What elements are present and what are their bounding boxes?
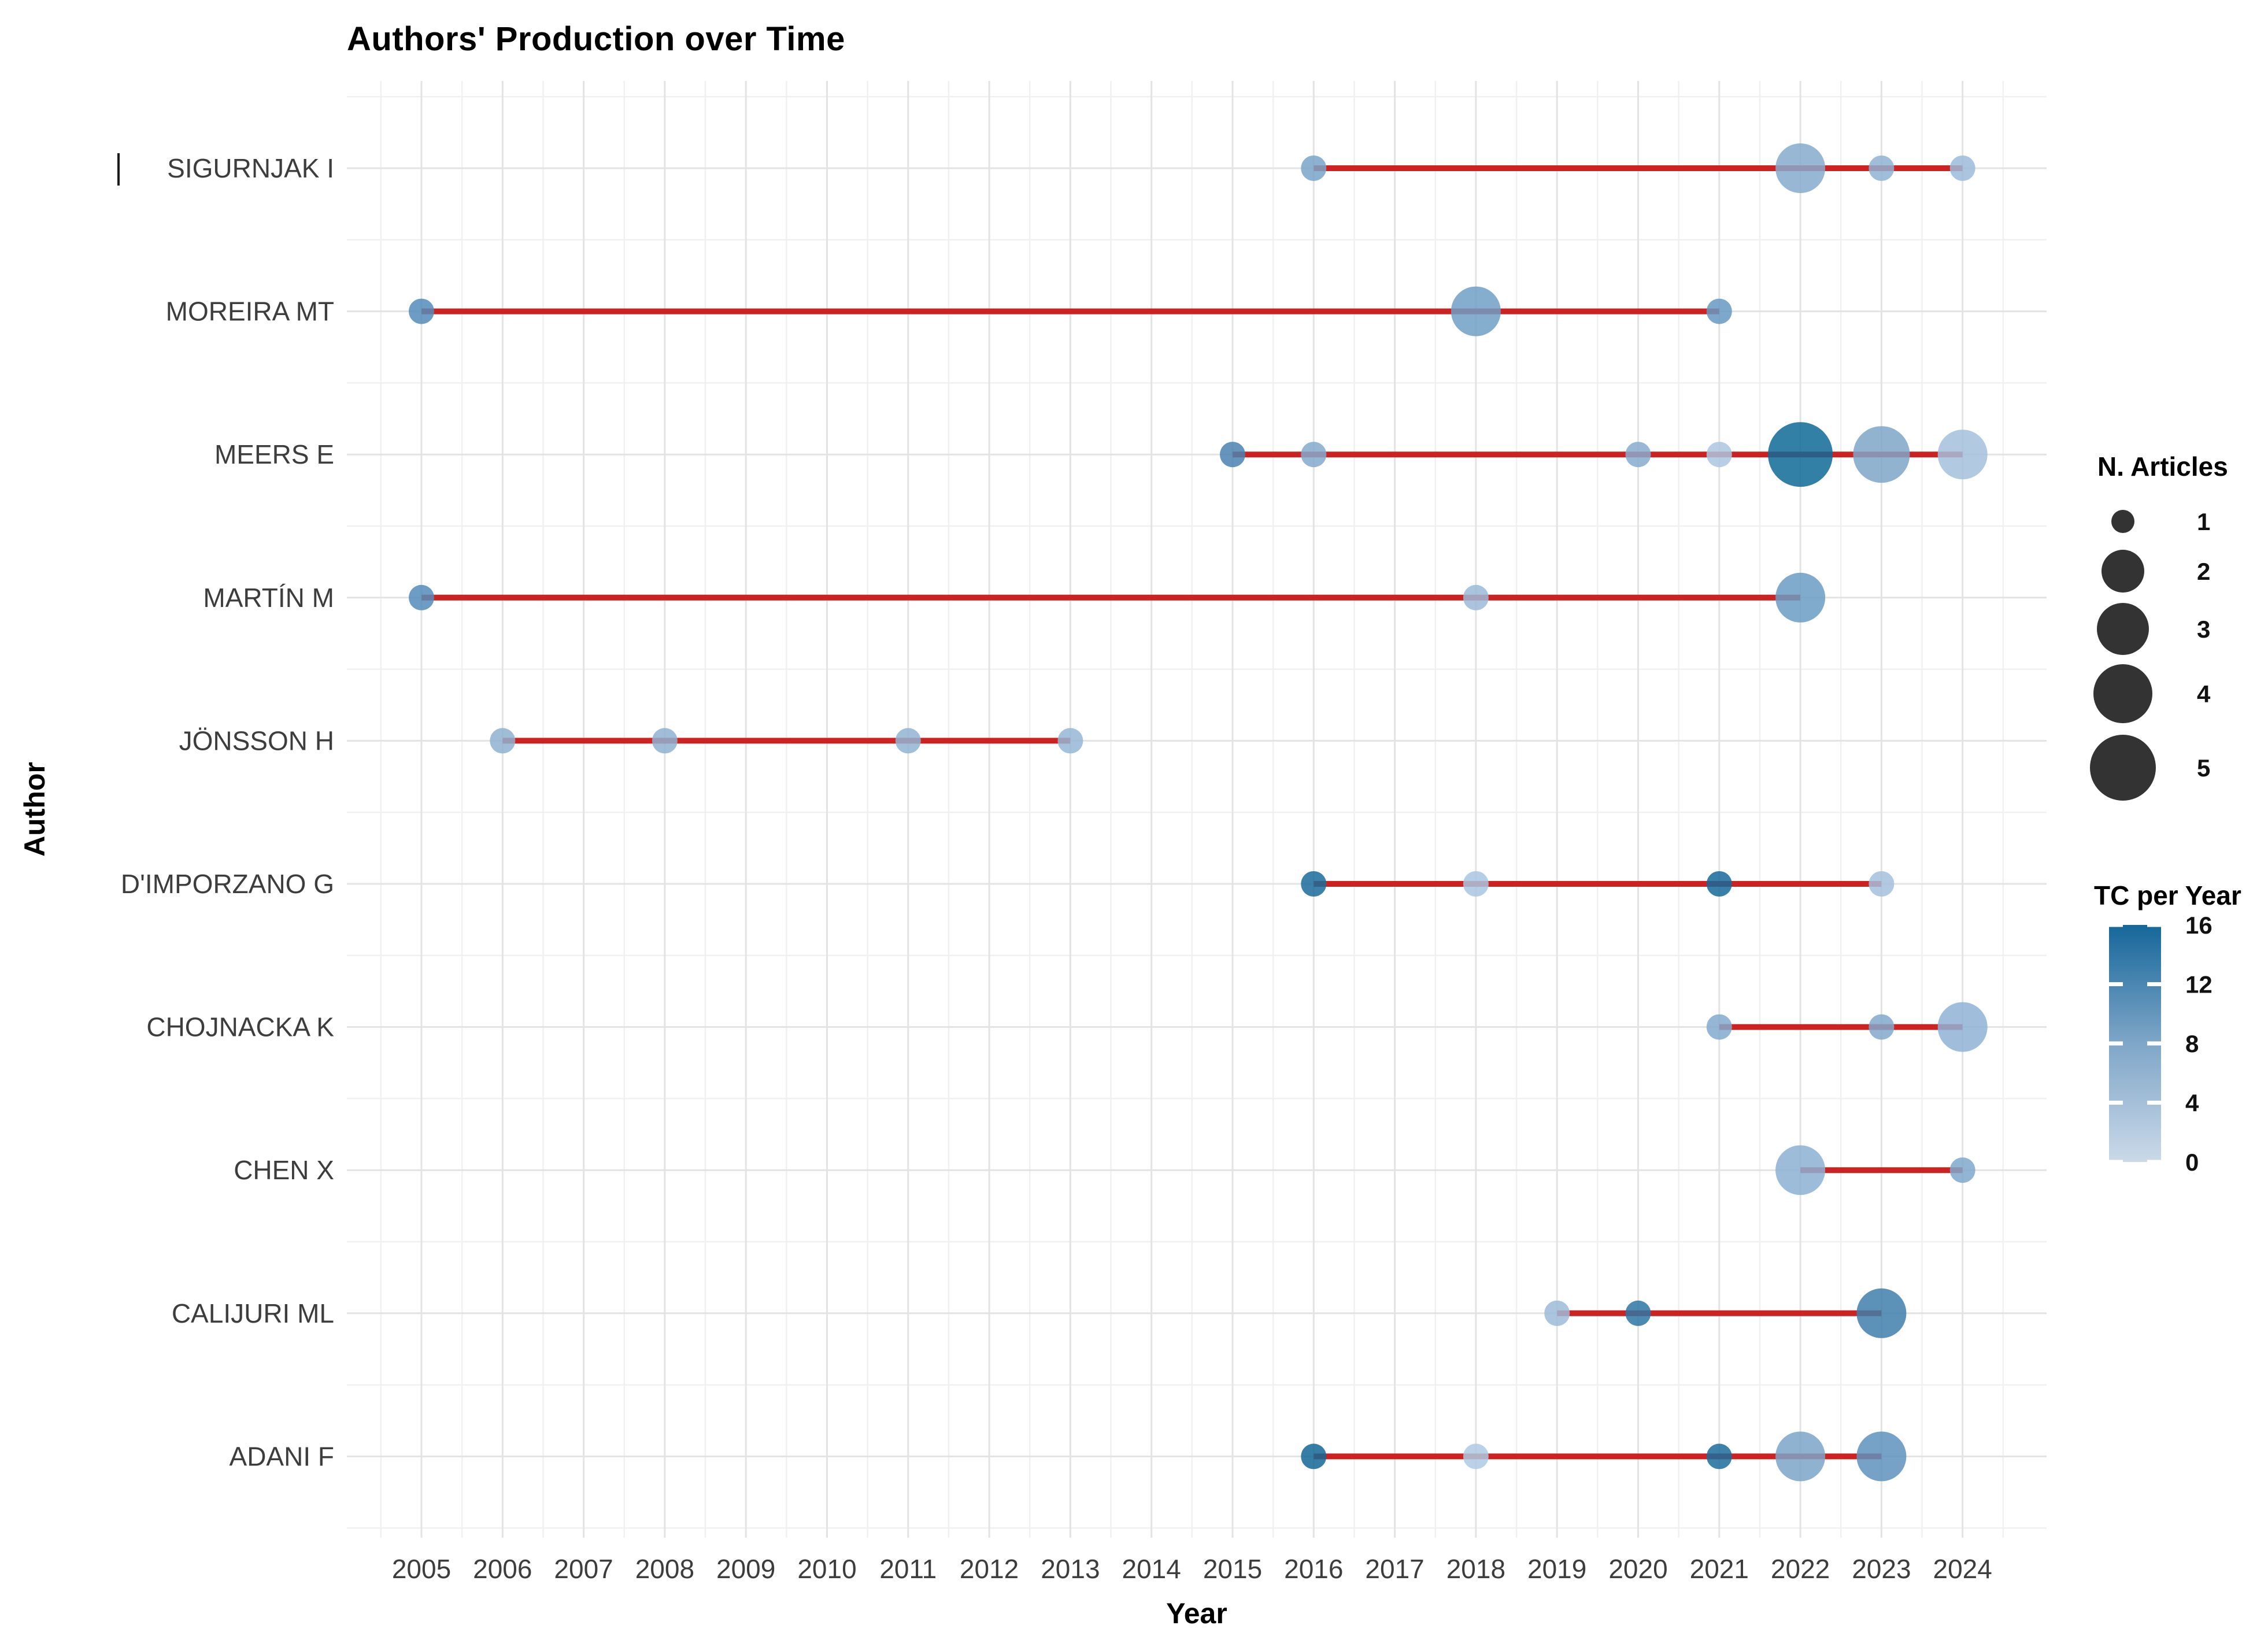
- article-bubble: [1775, 1145, 1826, 1195]
- production-timelines: [421, 165, 1963, 1460]
- legend-size: 1 2 3 4 5: [2090, 508, 2211, 801]
- tc-colorbar-value: 4: [2185, 1090, 2199, 1117]
- year-tick-label: 2023: [1852, 1554, 1911, 1584]
- legend-color-title: TC per Year: [2094, 880, 2241, 910]
- author-tick-labels: SIGURNJAK I MOREIRA MT MEERS E MARTÍN M JÖNS…: [121, 153, 334, 1471]
- article-bubble: [1856, 1431, 1907, 1482]
- article-bubble: [1625, 442, 1651, 468]
- article-bubble: [409, 298, 434, 324]
- year-tick-label: 2010: [797, 1554, 856, 1584]
- article-bubbles: [409, 143, 1988, 1482]
- year-tick-label: 2022: [1771, 1554, 1830, 1584]
- tc-colorbar-value: 8: [2185, 1030, 2199, 1057]
- year-tick-label: 2008: [635, 1554, 694, 1584]
- article-bubble: [1301, 871, 1327, 897]
- legend-size-swatch: [2097, 603, 2149, 655]
- article-bubble: [1869, 871, 1895, 897]
- year-tick-label: 2020: [1608, 1554, 1667, 1584]
- legend-size-value: 3: [2197, 616, 2210, 643]
- article-bubble: [895, 728, 921, 754]
- article-bubble: [1775, 1431, 1826, 1482]
- tc-colorbar-value: 12: [2185, 971, 2212, 998]
- author-tick-label: MARTÍN M: [203, 583, 334, 613]
- article-bubble: [1853, 426, 1910, 483]
- legend-size-swatch: [2090, 735, 2156, 801]
- legend-size-value: 4: [2197, 680, 2211, 708]
- article-bubble: [1775, 572, 1826, 623]
- x-axis-title: Year: [1166, 1597, 1227, 1630]
- author-tick-label: CHOJNACKA K: [146, 1012, 334, 1042]
- article-bubble: [1451, 286, 1501, 336]
- author-tick-label: SIGURNJAK I: [167, 153, 334, 183]
- legend-size-value: 2: [2197, 558, 2210, 585]
- article-bubble: [1625, 1300, 1651, 1326]
- article-bubble: [1301, 156, 1327, 181]
- gridlines-major: [347, 81, 2047, 1538]
- article-bubble: [1463, 871, 1489, 897]
- text-cursor-artifact: [117, 153, 120, 186]
- article-bubble: [1937, 1002, 1988, 1052]
- year-tick-label: 2017: [1365, 1554, 1424, 1584]
- tc-colorbar-value: 16: [2185, 912, 2212, 939]
- article-bubble: [1706, 298, 1732, 324]
- year-tick-label: 2014: [1122, 1554, 1181, 1584]
- article-bubble: [1301, 1443, 1327, 1469]
- article-bubble: [1057, 728, 1083, 754]
- legend-size-value: 1: [2197, 508, 2210, 535]
- year-tick-label: 2005: [392, 1554, 451, 1584]
- author-tick-label: MOREIRA MT: [166, 297, 334, 327]
- article-bubble: [1869, 156, 1895, 181]
- chart-title: Authors' Production over Time: [347, 20, 845, 58]
- article-bubble: [1706, 871, 1732, 897]
- year-tick-label: 2024: [1933, 1554, 1992, 1584]
- article-bubble: [1775, 143, 1826, 193]
- article-bubble: [1706, 1014, 1732, 1040]
- tc-colorbar-value: 0: [2185, 1149, 2199, 1176]
- article-bubble: [1544, 1300, 1570, 1326]
- year-tick-labels: 2005 2006 2007 2008 2009 2010 2011 2012 2013 2014…: [392, 1554, 1992, 1584]
- author-tick-label: JÖNSSON H: [179, 725, 334, 756]
- year-tick-label: 2011: [879, 1554, 937, 1584]
- author-tick-label: D'IMPORZANO G: [121, 869, 334, 899]
- article-bubble: [1301, 442, 1327, 468]
- article-bubble: [409, 584, 434, 610]
- year-tick-label: 2018: [1446, 1554, 1505, 1584]
- article-bubble: [1937, 430, 1988, 480]
- author-tick-label: CALIJURI ML: [172, 1298, 334, 1328]
- article-bubble: [1463, 1443, 1489, 1469]
- article-bubble: [1949, 1157, 1975, 1183]
- year-tick-label: 2006: [473, 1554, 532, 1584]
- legend-size-value: 5: [2197, 754, 2210, 782]
- author-tick-label: MEERS E: [214, 439, 334, 469]
- article-bubble: [1706, 1443, 1732, 1469]
- y-axis-title: Author: [19, 762, 51, 857]
- year-tick-label: 2016: [1284, 1554, 1343, 1584]
- article-bubble: [1463, 584, 1489, 610]
- year-tick-label: 2012: [960, 1554, 1019, 1584]
- author-tick-label: CHEN X: [234, 1155, 334, 1185]
- legend-size-title: N. Articles: [2097, 451, 2228, 482]
- year-tick-label: 2021: [1690, 1554, 1749, 1584]
- legend-size-swatch: [2101, 550, 2144, 593]
- article-bubble: [1869, 1014, 1895, 1040]
- article-bubble: [1949, 156, 1975, 181]
- legend-size-swatch: [2093, 664, 2152, 723]
- year-tick-label: 2015: [1203, 1554, 1262, 1584]
- year-tick-label: 2019: [1527, 1554, 1586, 1584]
- article-bubble: [1706, 442, 1732, 468]
- article-bubble: [1768, 422, 1833, 487]
- article-bubble: [652, 728, 678, 754]
- year-tick-label: 2013: [1041, 1554, 1100, 1584]
- gridlines-minor: [347, 81, 2047, 1538]
- article-bubble: [1856, 1288, 1907, 1338]
- year-tick-label: 2007: [554, 1554, 613, 1584]
- article-bubble: [1220, 442, 1245, 468]
- legend-size-swatch: [2111, 510, 2134, 533]
- year-tick-label: 2009: [716, 1554, 775, 1584]
- legend-colorbar: 16 12 8 4 0: [2109, 912, 2212, 1176]
- article-bubble: [490, 728, 516, 754]
- author-tick-label: ADANI F: [230, 1441, 334, 1471]
